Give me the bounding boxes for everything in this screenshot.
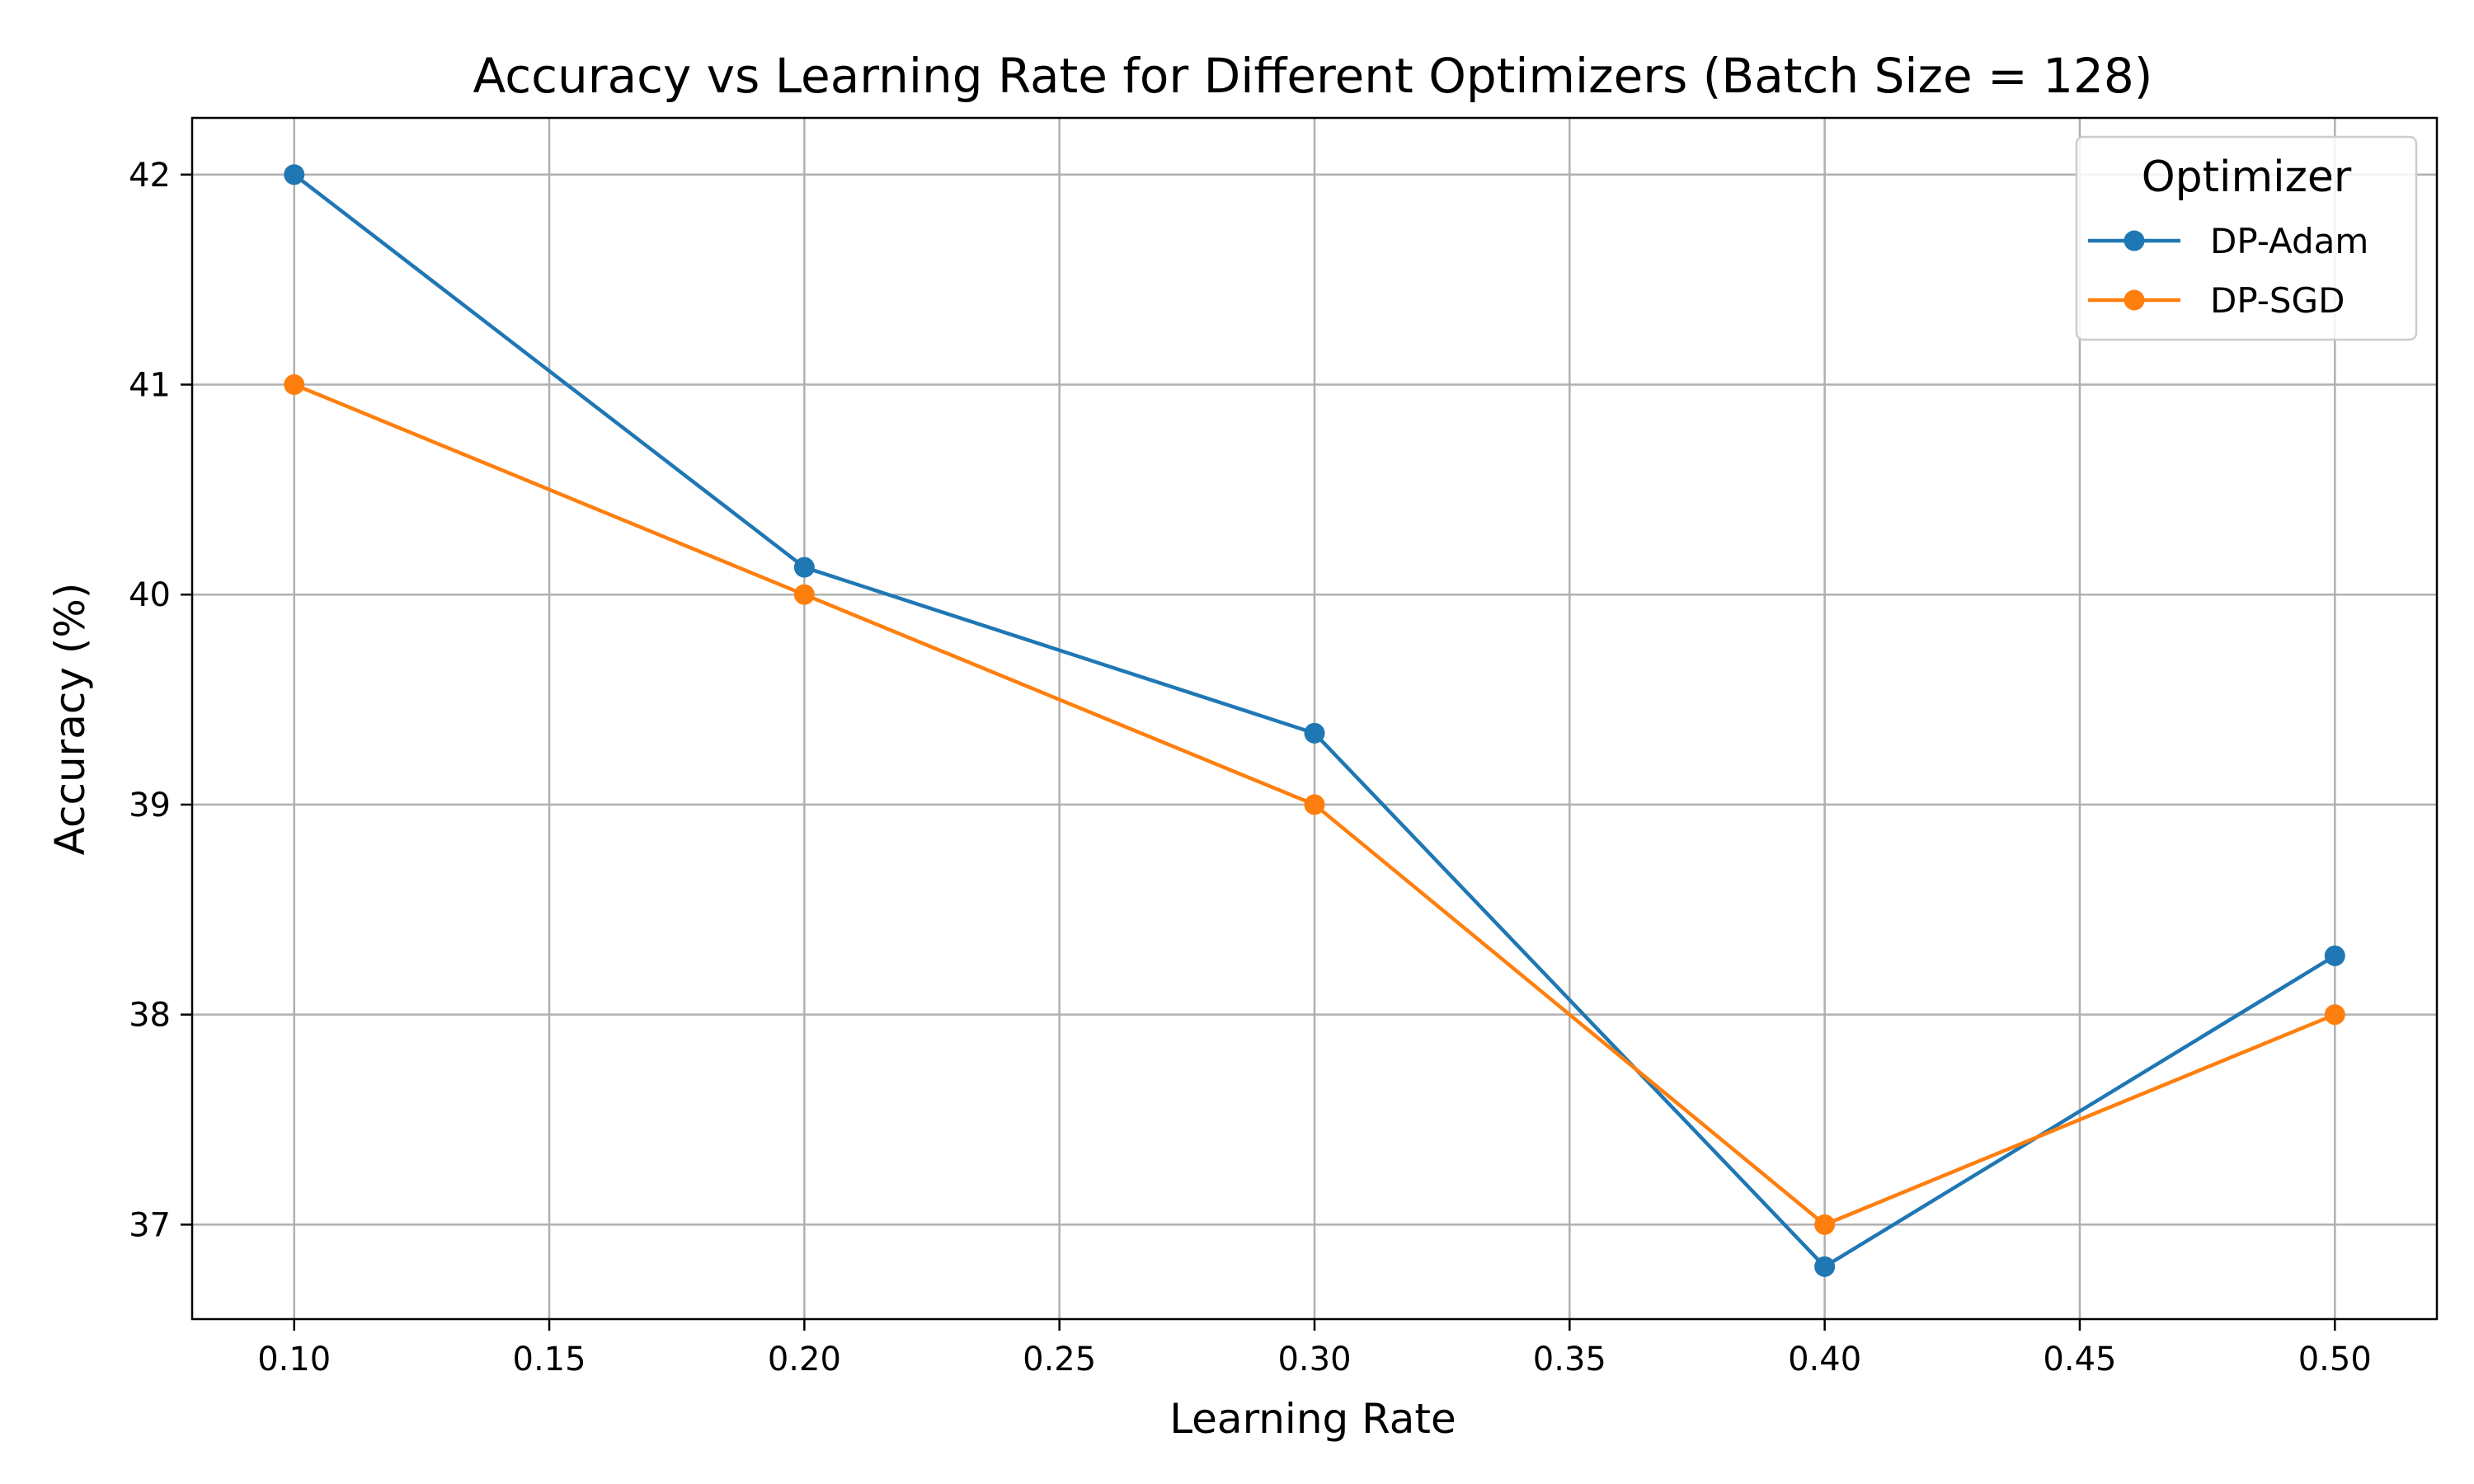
chart-title: Accuracy vs Learning Rate for Different …	[473, 48, 2153, 104]
y-axis-label: Accuracy (%)	[46, 583, 94, 856]
legend-label-dp-sgd: DP-SGD	[2210, 280, 2345, 321]
y-tick-label: 37	[129, 1206, 171, 1244]
data-point-dp-sgd	[1304, 794, 1325, 815]
data-point-dp-adam	[793, 556, 815, 578]
y-tick-label: 40	[129, 576, 171, 614]
x-tick-label: 0.25	[1023, 1341, 1096, 1378]
x-tick-label: 0.45	[2043, 1341, 2116, 1378]
legend-box	[2075, 135, 2418, 341]
data-point-dp-sgd	[284, 373, 305, 395]
y-axis-ticks: 37 38 39 40 41 42	[129, 157, 192, 1244]
series-layer	[284, 164, 2345, 1277]
y-tick-label: 38	[129, 997, 171, 1035]
data-point-dp-sgd	[793, 584, 815, 605]
x-tick-label: 0.50	[2298, 1341, 2372, 1378]
x-axis-ticks: 0.10 0.15 0.20 0.25 0.30 0.35 0.40 0.45 0.50	[257, 1319, 2372, 1378]
legend: Optimizer DP-Adam DP-SGD	[2075, 135, 2418, 341]
data-point-dp-adam	[1814, 1256, 1836, 1277]
data-point-dp-adam	[2324, 945, 2345, 966]
x-tick-label: 0.15	[513, 1341, 586, 1378]
data-point-dp-adam	[284, 164, 305, 186]
y-tick-label: 39	[129, 787, 171, 824]
x-tick-label: 0.40	[1788, 1341, 1861, 1378]
legend-marker-dp-adam	[2124, 230, 2145, 251]
x-tick-label: 0.35	[1533, 1341, 1606, 1378]
x-tick-label: 0.10	[257, 1341, 331, 1378]
y-tick-label: 41	[129, 366, 171, 404]
legend-title: Optimizer	[2142, 153, 2352, 202]
legend-label-dp-adam: DP-Adam	[2210, 221, 2368, 261]
data-point-dp-sgd	[1814, 1214, 1836, 1235]
x-tick-label: 0.30	[1277, 1341, 1351, 1378]
x-axis-label: Learning Rate	[1169, 1395, 1456, 1443]
data-point-dp-sgd	[2324, 1004, 2345, 1026]
x-tick-label: 0.20	[768, 1341, 841, 1378]
y-tick-label: 42	[129, 157, 171, 195]
legend-marker-dp-sgd	[2124, 289, 2145, 311]
legend-entries: DP-Adam DP-SGD	[2088, 221, 2368, 321]
data-point-dp-adam	[1304, 722, 1325, 744]
